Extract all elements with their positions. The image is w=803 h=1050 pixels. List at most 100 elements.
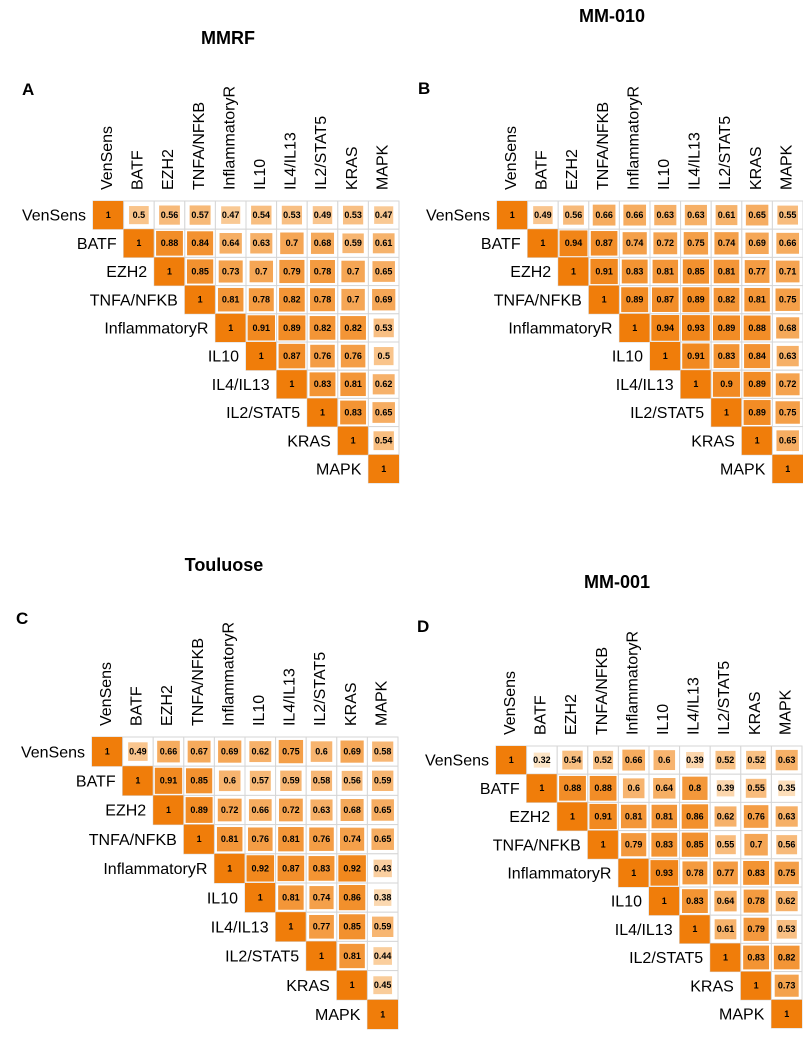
heatmap-cell (367, 999, 398, 1029)
column-label: VenSens (502, 671, 519, 735)
column-label: TNFA/NFKB (594, 647, 611, 735)
column-label: IL2/STAT5 (312, 652, 329, 726)
cell-value-label: 0.77 (717, 868, 735, 878)
cell-value-label: 0.71 (779, 266, 797, 276)
panel-mm-001: MM-001 D VenSens BATF EZH2 TNFA/NFKB Inflamm… (417, 572, 803, 1029)
cell-value-label: 0.87 (657, 295, 675, 305)
cell-value-label: 0.93 (687, 323, 705, 333)
cell-value-label: 1 (631, 868, 636, 878)
heatmap-cell (684, 204, 707, 226)
cell-value-label: 0.54 (253, 210, 271, 220)
cell-value-label: 0.65 (374, 834, 392, 844)
heatmap-cell (337, 426, 369, 455)
row-label: KRAS (690, 978, 734, 995)
cell-value-label: 0.52 (747, 755, 765, 765)
heatmap-cell (310, 344, 335, 368)
column-label: KRAS (748, 146, 765, 190)
cell-value-label: 0.82 (344, 323, 362, 333)
heatmap-cell (373, 318, 394, 338)
heatmap-cell (623, 204, 647, 226)
heatmap-cell (340, 344, 366, 368)
cell-value-label: 1 (755, 436, 760, 446)
heatmap-cell (248, 799, 272, 821)
cell-value-label: 0.62 (778, 896, 796, 906)
panel-mmrf: MMRF A VenSens BATF EZH2 TNFA/NFKB Inflammat… (22, 28, 400, 484)
cell-value-label: 0.84 (191, 238, 209, 248)
cell-value-label: 0.83 (626, 266, 644, 276)
heatmap-cell (248, 827, 273, 851)
cell-value-label: 1 (258, 892, 263, 902)
heatmap-cell (309, 827, 334, 851)
cell-value-label: 0.7 (750, 840, 763, 850)
heatmap-cell (372, 374, 395, 395)
cell-value-label: 1 (570, 811, 575, 821)
cell-value-label: 0.91 (594, 811, 612, 821)
heatmap-cell (310, 770, 333, 791)
cell-value-label: 0.83 (314, 379, 332, 389)
panel-mm-010: MM-010 B VenSens BATF EZH2 TNFA/NFKB Inflamm… (418, 6, 803, 484)
heatmap-cell (310, 260, 335, 283)
cell-value-label: 1 (167, 266, 172, 276)
heatmap-cell (775, 749, 798, 771)
column-label: IL4/IL13 (686, 677, 703, 735)
row-label: BATF (77, 236, 117, 253)
heatmap-cell (771, 999, 802, 1028)
heatmap-cell (185, 797, 213, 823)
cell-value-label: 0.73 (778, 981, 796, 991)
heatmap-cell (558, 257, 589, 286)
column-label: IL2/STAT5 (313, 116, 330, 190)
row-label: VenSens (21, 744, 85, 761)
cell-value-label: 0.59 (374, 776, 392, 786)
cell-value-label: 0.83 (747, 952, 765, 962)
heatmap-cell (772, 454, 803, 483)
cell-value-label: 1 (539, 783, 544, 793)
cell-value-label: 0.92 (252, 863, 270, 873)
heatmap-cell (744, 260, 770, 283)
cell-value-label: 0.81 (656, 811, 674, 821)
heatmap-cell (588, 285, 620, 314)
panel-title: MM-001 (584, 572, 650, 592)
heatmap-cell (741, 426, 773, 455)
cell-value-label: 0.74 (343, 834, 361, 844)
heatmap-cell (123, 229, 155, 258)
cell-value-label: 0.65 (779, 436, 797, 446)
heatmap-cell (372, 916, 394, 937)
heatmap-cell (338, 855, 366, 882)
heatmap-cell (621, 833, 647, 857)
heatmap-cell (122, 766, 154, 796)
cell-value-label: 0.65 (374, 805, 392, 815)
heatmap-cell (745, 232, 769, 255)
cell-value-label: 0.81 (282, 892, 300, 902)
cell-value-label: 0.6 (627, 783, 640, 793)
row-label: InflammatoryR (507, 866, 611, 883)
cell-value-label: 0.63 (687, 210, 705, 220)
cell-value-label: 0.63 (657, 210, 675, 220)
cell-value-label: 0.88 (594, 783, 612, 793)
column-label: IL10 (251, 695, 268, 726)
cell-value-label: 0.82 (778, 952, 796, 962)
cell-value-label: 0.64 (222, 238, 240, 248)
cell-value-label: 1 (319, 951, 324, 961)
heatmap-cell (682, 259, 710, 284)
column-label: MAPK (777, 689, 794, 735)
cell-value-label: 0.68 (343, 805, 361, 815)
cell-value-label: 0.72 (779, 379, 797, 389)
cell-value-label: 0.93 (656, 868, 674, 878)
heatmap-cell (338, 884, 366, 911)
cell-value-label: 0.85 (191, 266, 209, 276)
cell-value-label: 0.69 (221, 746, 239, 756)
column-label: BATF (533, 695, 550, 735)
heatmap-cell (280, 232, 304, 255)
cell-value-label: 0.63 (778, 811, 796, 821)
row-label: IL2/STAT5 (225, 949, 299, 966)
heatmap-cell (277, 855, 305, 882)
cell-value-label: 0.7 (347, 295, 360, 305)
row-label: BATF (481, 236, 521, 253)
panel-touluose: Touluose C VenSens BATF EZH2 TNFA/NFKB Infla… (16, 555, 399, 1030)
heatmap-cell (682, 287, 710, 313)
heatmap-cell (373, 859, 392, 878)
cell-value-label: 0.83 (344, 407, 362, 417)
cell-value-label: 0.75 (778, 868, 796, 878)
cell-value-label: 0.53 (778, 924, 796, 934)
row-label: IL10 (612, 349, 643, 366)
